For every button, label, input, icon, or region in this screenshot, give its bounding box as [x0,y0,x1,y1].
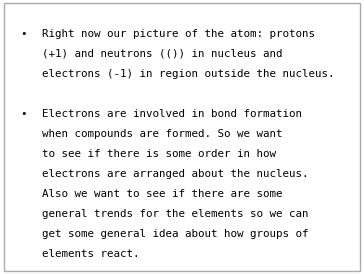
Text: electrons are arranged about the nucleus.: electrons are arranged about the nucleus… [42,169,308,179]
Text: Electrons are involved in bond formation: Electrons are involved in bond formation [42,109,302,119]
Text: •: • [20,109,27,119]
Text: elements react.: elements react. [42,249,139,259]
Text: get some general idea about how groups of: get some general idea about how groups o… [42,229,308,239]
Text: •: • [20,29,27,39]
Text: Right now our picture of the atom: protons: Right now our picture of the atom: proto… [42,29,315,39]
Text: when compounds are formed. So we want: when compounds are formed. So we want [42,129,282,139]
FancyBboxPatch shape [4,3,360,271]
Text: Also we want to see if there are some: Also we want to see if there are some [42,189,282,199]
Text: to see if there is some order in how: to see if there is some order in how [42,149,276,159]
Text: general trends for the elements so we can: general trends for the elements so we ca… [42,209,308,219]
Text: (+1) and neutrons (()) in nucleus and: (+1) and neutrons (()) in nucleus and [42,49,282,59]
Text: electrons (-1) in region outside the nucleus.: electrons (-1) in region outside the nuc… [42,69,335,79]
